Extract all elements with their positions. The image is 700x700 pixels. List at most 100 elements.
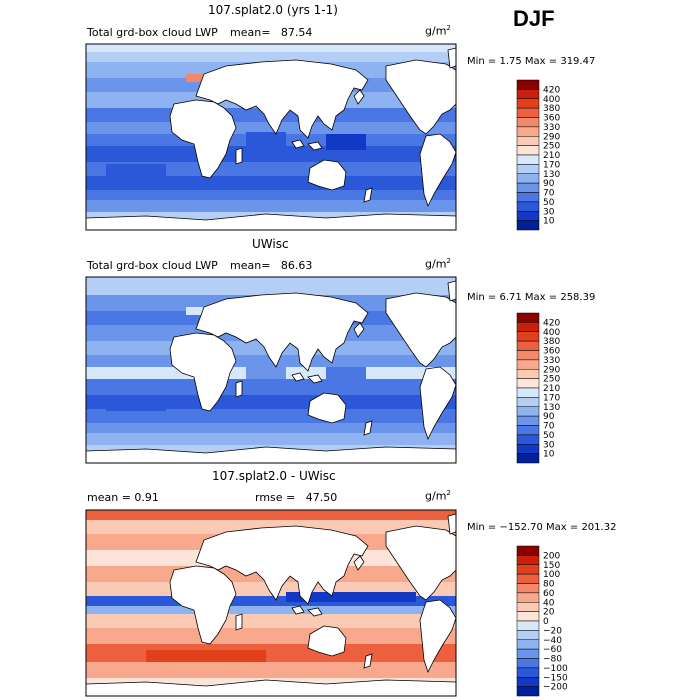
colorbar-swatch <box>516 378 540 389</box>
colorbar-label: 210 <box>543 384 560 394</box>
colorbar-label: 330 <box>543 123 560 133</box>
diff-band <box>86 596 456 606</box>
colorbar-swatch <box>516 415 540 426</box>
panel-1-min-max: Min = 1.75 Max = 319.47 <box>467 56 596 67</box>
landmass-indonesia <box>291 605 323 617</box>
lwp-band <box>86 433 456 445</box>
landmass-north-america <box>385 59 457 135</box>
colorbar-label: 0 <box>543 617 549 627</box>
colorbar-swatch <box>516 425 540 436</box>
map-frame <box>85 43 457 231</box>
landmass-new-zealand <box>363 653 373 669</box>
colorbar-swatch <box>516 453 540 464</box>
panel-3-mean-label: mean = 0.91 <box>87 491 159 504</box>
colorbar-swatch <box>516 211 540 221</box>
colorbar-swatch <box>516 397 540 407</box>
colorbar-swatch <box>516 667 540 678</box>
lwp-band <box>86 146 456 162</box>
lwp-patch <box>246 132 286 146</box>
colorbar-label: 50 <box>543 198 555 208</box>
colorbar-swatch <box>516 98 540 109</box>
landmass-japan <box>353 322 365 338</box>
colorbar-swatch <box>516 602 540 612</box>
landmass-australia <box>307 392 347 424</box>
lwp-patch <box>186 307 204 315</box>
panel-2-map <box>85 276 457 464</box>
lwp-band <box>86 44 456 52</box>
landmass-asia-europe <box>195 59 369 139</box>
colorbar-label: 80 <box>543 580 555 590</box>
lwp-band <box>86 190 456 200</box>
lwp-band <box>86 423 456 433</box>
panel-1-variable-label: Total grd-box cloud LWP <box>87 26 218 39</box>
panel-1-map <box>85 43 457 231</box>
panel-2-title: UWisc <box>252 237 289 251</box>
colorbar-swatch <box>516 322 540 332</box>
season-label: DJF <box>513 6 555 31</box>
colorbar-label: 30 <box>543 207 555 217</box>
panel-3-title: 107.splat2.0 - UWisc <box>212 469 336 483</box>
landmass-australia <box>307 159 347 191</box>
colorbar-swatch <box>516 331 540 342</box>
lwp-band <box>86 395 456 409</box>
colorbar-label: 200 <box>543 551 560 561</box>
colorbar-swatch <box>516 369 540 379</box>
colorbar-swatch <box>516 107 540 118</box>
colorbar-label: 30 <box>543 440 555 450</box>
colorbar-label: 150 <box>543 561 560 571</box>
landmass-japan <box>353 555 365 571</box>
landmass-madagascar <box>235 613 243 631</box>
landmass-africa <box>169 332 237 412</box>
colorbar-swatch <box>516 592 540 603</box>
colorbar-label: 360 <box>543 347 560 357</box>
colorbar-label: 90 <box>543 412 555 422</box>
colorbar-swatch <box>516 639 540 650</box>
colorbar-swatch <box>516 406 540 417</box>
colorbar-swatch <box>516 686 540 697</box>
diff-band <box>86 520 456 534</box>
diff-patch <box>286 592 416 602</box>
colorbar-swatch <box>516 658 540 669</box>
colorbar-swatch <box>516 136 540 146</box>
colorbar-swatch <box>516 192 540 203</box>
colorbar-label: 70 <box>543 189 555 199</box>
colorbar-label: 60 <box>543 589 555 599</box>
colorbar-label: 130 <box>543 170 560 180</box>
landmass-antarctica <box>85 213 457 231</box>
colorbar-label: −80 <box>543 655 562 665</box>
colorbar-label: −200 <box>543 683 568 693</box>
lwp-band <box>86 162 456 176</box>
landmass-madagascar <box>235 147 243 165</box>
lwp-patch <box>106 397 166 411</box>
diff-band <box>86 628 456 644</box>
colorbar-swatch <box>516 564 540 575</box>
colorbar-label: −100 <box>543 664 568 674</box>
colorbar-label: 40 <box>543 598 555 608</box>
colorbar-swatch <box>516 220 540 231</box>
lwp-band <box>86 379 456 395</box>
landmass-new-zealand <box>363 420 373 436</box>
landmass-south-america <box>419 366 457 441</box>
colorbar-label: 50 <box>543 431 555 441</box>
colorbar-label: 10 <box>543 217 555 227</box>
colorbar-swatch <box>516 164 540 174</box>
colorbar-label: 100 <box>543 570 560 580</box>
colorbar-label: 10 <box>543 450 555 460</box>
landmass-madagascar <box>235 380 243 398</box>
lwp-patch <box>326 134 366 150</box>
colorbar-label: 420 <box>543 318 560 328</box>
lwp-patch <box>246 365 286 379</box>
landmass-antarctica <box>85 679 457 697</box>
landmass-asia-europe <box>195 525 369 605</box>
landmass-south-america <box>419 599 457 674</box>
landmass-africa <box>169 565 237 645</box>
colorbar-label: 20 <box>543 608 555 618</box>
landmass-south-america <box>419 133 457 208</box>
colorbar-swatch <box>516 444 540 454</box>
colorbar-label: 250 <box>543 142 560 152</box>
colorbar-label: 360 <box>543 114 560 124</box>
colorbar-swatch <box>516 145 540 156</box>
panel-2-units: g/m2 <box>425 257 451 271</box>
panel-3-map <box>85 509 457 697</box>
